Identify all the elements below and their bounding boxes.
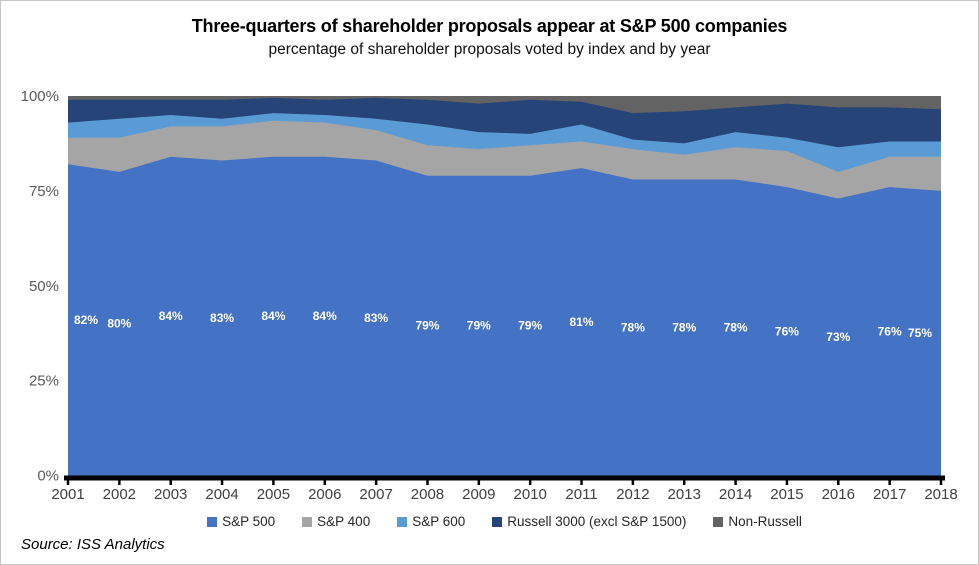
legend-swatch-icon [207,516,218,527]
x-axis-tick [580,480,583,485]
y-axis-tick-label: 0% [37,468,59,485]
x-axis-tick-label: 2010 [513,486,546,503]
x-axis-tick [169,480,172,485]
x-axis-tick [888,480,891,485]
legend-swatch-icon [713,516,724,527]
x-axis-line [64,475,945,481]
area-series-s-p-500 [68,156,941,476]
legend-swatch-icon [302,516,313,527]
data-label: 82% [74,313,98,327]
data-label: 79% [415,319,439,333]
data-label: 79% [518,319,542,333]
data-label: 78% [724,320,748,334]
x-axis-tick-label: 2015 [770,486,803,503]
x-axis-tick-label: 2007 [359,486,392,503]
x-axis-tick [785,480,789,485]
x-axis-tick [374,480,378,485]
x-axis-tick [528,480,532,485]
y-axis-tick-label: 100% [21,88,59,105]
x-axis-tick-label: 2013 [668,486,701,503]
legend-label: Non-Russell [728,514,802,529]
x-axis-tick-label: 2014 [719,486,752,503]
y-axis-tick-label: 75% [29,183,59,200]
x-axis-tick [118,480,121,485]
legend-label: Russell 3000 (excl S&P 1500) [507,514,687,529]
data-label: 76% [878,324,902,338]
x-axis-tick-label: 2012 [616,486,649,503]
x-axis-tick [66,480,70,485]
legend-item-russell-3000-excl-s-p-1500-: Russell 3000 (excl S&P 1500) [492,514,686,529]
x-axis-tick-label: 2016 [822,486,855,503]
x-axis-tick [631,480,635,485]
data-label: 79% [467,319,491,333]
y-axis-tick-label: 50% [29,278,59,295]
legend-item-non-russell: Non-Russell [713,514,802,529]
x-axis-tick [734,480,737,485]
x-axis-tick-label: 2009 [462,486,495,503]
data-label: 83% [210,311,234,325]
x-axis-tick-label: 2005 [257,486,290,503]
data-label: 73% [826,330,850,344]
legend-swatch-icon [397,516,408,527]
source-note: Source: ISS Analytics [21,536,165,553]
x-axis-tick-label: 2001 [51,486,84,503]
x-axis-tick [220,480,224,485]
x-axis-tick [272,480,275,485]
x-axis-tick [477,480,481,485]
chart-subtitle: percentage of shareholder proposals vote… [268,41,711,58]
x-axis-tick-label: 2011 [565,486,597,503]
stacked-area-chart: 0% 25% 50% 75% 100% 2001 2002 2003 2004 2005 2006 2… [21,88,958,503]
legend-label: S&P 600 [412,514,466,529]
x-axis-tick [426,480,429,485]
data-label: 78% [672,320,696,334]
x-axis-tick-label: 2003 [154,486,187,503]
x-axis-tick-label: 2017 [873,486,906,503]
data-label: 80% [107,317,131,331]
x-axis-tick-label: 2002 [103,486,136,503]
legend-label: S&P 400 [317,514,371,529]
x-axis-tick-label: 2018 [924,486,957,503]
x-axis-tick-label: 2008 [411,486,444,503]
x-axis-tick [837,480,840,485]
data-label: 81% [570,315,594,329]
data-label: 84% [261,309,285,323]
x-axis-tick-label: 2006 [308,486,341,503]
x-axis-tick [682,480,686,485]
chart-title: Three-quarters of shareholder proposals … [191,16,788,36]
legend-item-s-p-500: S&P 500 [207,514,275,529]
data-label: 84% [159,309,183,323]
data-label: 78% [621,320,645,334]
data-label: 83% [364,311,388,325]
x-axis-tick [939,480,943,485]
chart-legend: S&P 500 S&P 400 S&P 600 Russell 3000 (excl … [68,514,941,529]
legend-swatch-icon [492,516,503,527]
y-axis-tick-label: 25% [29,373,59,390]
data-label: 76% [775,324,799,338]
data-label: 84% [313,309,337,323]
x-axis-tick [323,480,327,485]
legend-item-s-p-400: S&P 400 [302,514,370,529]
legend-item-s-p-600: S&P 600 [397,514,465,529]
legend-label: S&P 500 [222,514,276,529]
data-label: 75% [908,326,932,340]
x-axis-tick-label: 2004 [205,486,238,503]
